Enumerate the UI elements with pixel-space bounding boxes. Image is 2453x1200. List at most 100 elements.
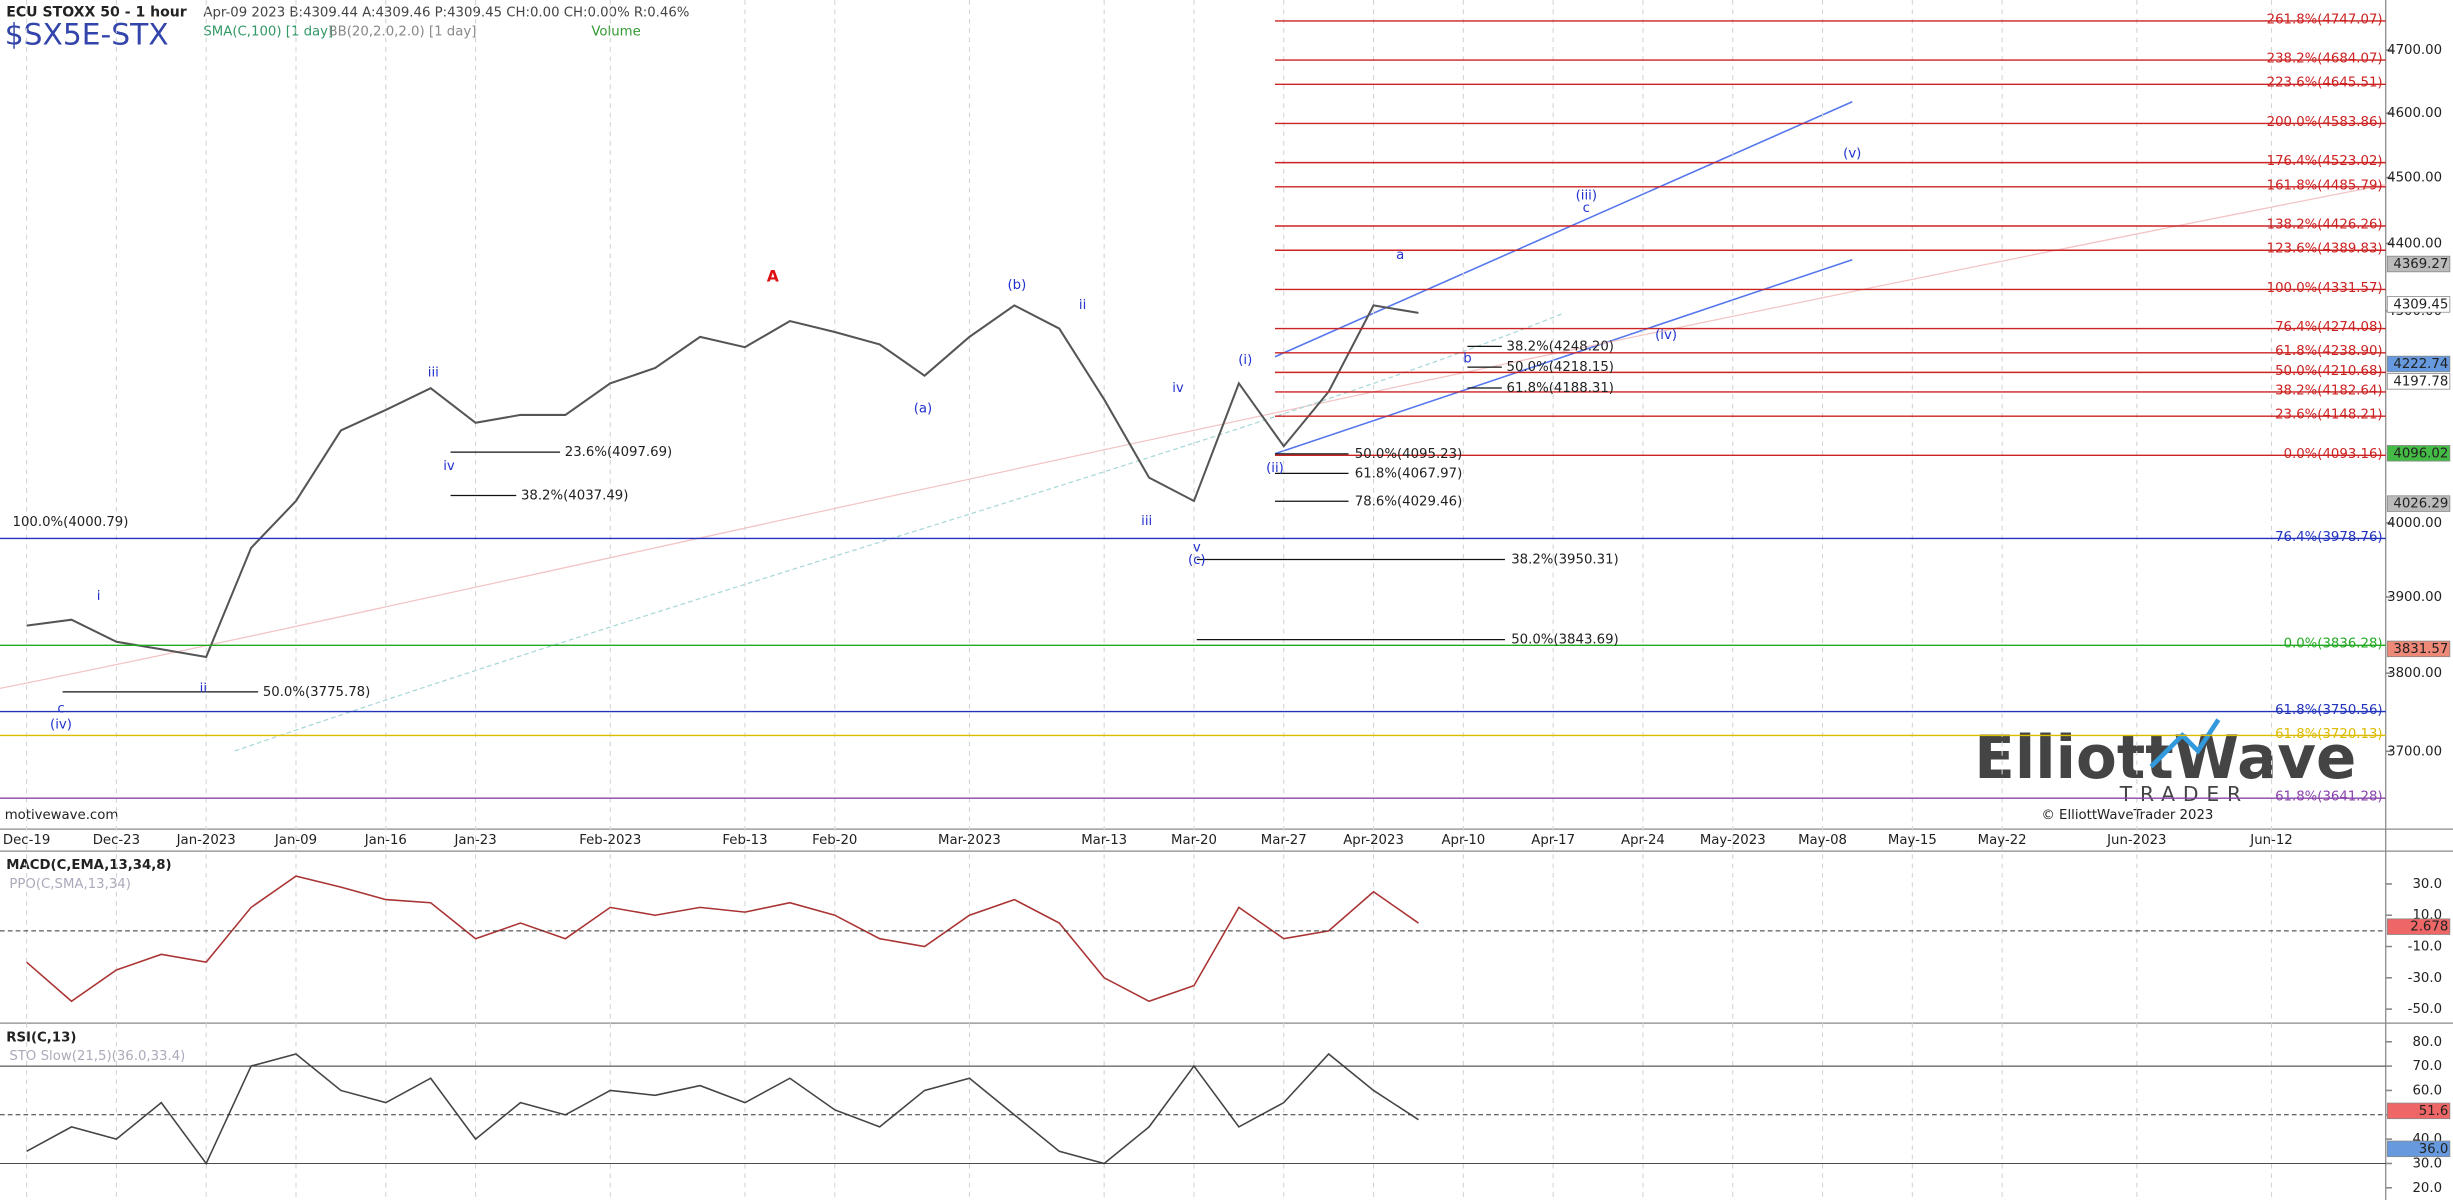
panel-title: RSI(C,13) <box>6 1030 76 1045</box>
x-tick-label: Mar-13 <box>1081 833 1127 848</box>
price-tag <box>2386 495 2451 512</box>
price-tag <box>2386 255 2451 273</box>
wave-label: (a) <box>914 401 933 416</box>
price-tag-label: 4309.45 <box>2393 297 2448 312</box>
x-tick-label: Jan-2023 <box>176 833 236 848</box>
wave-label: (iv) <box>50 717 72 732</box>
price-tag-label: 4369.27 <box>2393 257 2448 272</box>
y-tick-label: 30.0 <box>2412 877 2442 892</box>
fib-annotation-label: 50.0%(3843.69) <box>1511 633 1618 648</box>
y-tick-label: 4600.00 <box>2387 106 2442 121</box>
price-tag-label: 4197.78 <box>2393 374 2448 389</box>
fib-label: 138.2%(4426.26) <box>2267 217 2383 232</box>
x-tick-label: May-15 <box>1888 833 1937 848</box>
fib-label: 61.8%(3720.13) <box>2275 727 2382 742</box>
source: motivewave.com <box>5 808 119 823</box>
x-tick-label: Mar-2023 <box>938 833 1001 848</box>
y-tick-label: 20.0 <box>2412 1181 2442 1196</box>
fib-label: 38.2%(4182.64) <box>2275 383 2382 398</box>
wave-label: (b) <box>1007 278 1026 293</box>
indicator: Volume <box>591 24 640 39</box>
wave-label: (c) <box>1188 553 1206 568</box>
x-tick-label: May-08 <box>1798 833 1847 848</box>
x-tick-label: Apr-10 <box>1441 833 1485 848</box>
y-tick-label: 3800.00 <box>2387 666 2442 681</box>
fib-annotation-label: 61.8%(4188.31) <box>1507 381 1614 396</box>
x-tick-label: Jun-2023 <box>2106 833 2166 848</box>
x-tick-label: Apr-17 <box>1531 833 1575 848</box>
fib-annotation-label: 38.2%(4248.20) <box>1507 339 1614 354</box>
panel-title: MACD(C,EMA,13,34,8) <box>6 858 171 873</box>
chart-title: ECU STOXX 50 - 1 hour <box>6 5 187 21</box>
wave-label: iv <box>443 459 455 474</box>
price-tag <box>2386 640 2451 658</box>
trend-channel <box>1274 101 1853 358</box>
price-tag <box>2386 1140 2451 1158</box>
price-tag <box>2386 296 2451 313</box>
x-tick-label: Mar-20 <box>1171 833 1217 848</box>
fib-label: 223.6%(4645.51) <box>2267 76 2383 91</box>
price-tag <box>2386 1102 2451 1120</box>
wave-label: (i) <box>1238 353 1252 368</box>
fib-label: 238.2%(4684.07) <box>2267 52 2383 67</box>
sma-line <box>0 184 2386 690</box>
price-tag <box>2386 918 2451 935</box>
logo-tagline: TRADER <box>2119 782 2249 806</box>
fib-label: 100.0%(4331.57) <box>2267 281 2383 296</box>
fib-label: 76.4%(4274.08) <box>2275 320 2382 335</box>
x-tick-label: Apr-24 <box>1621 833 1665 848</box>
y-tick-label: 70.0 <box>2412 1059 2442 1074</box>
y-tick-label: 3900.00 <box>2387 590 2442 605</box>
x-tick-label: Apr-2023 <box>1343 833 1404 848</box>
fib-annotation-label: 50.0%(4095.23) <box>1355 447 1462 462</box>
wave-label: iii <box>428 365 439 380</box>
x-tick-label: Feb-20 <box>812 833 857 848</box>
x-tick-label: Feb-2023 <box>579 833 641 848</box>
wave-label: A <box>767 266 780 285</box>
fib-annotation-label: 38.2%(3950.31) <box>1511 552 1618 567</box>
wave-label: ii <box>1079 298 1086 313</box>
wave-label: i <box>97 589 101 604</box>
wave-label: (iv) <box>1655 328 1677 343</box>
x-tick-label: Jan-16 <box>364 833 407 848</box>
y-tick-label: 60.0 <box>2412 1083 2442 1098</box>
fib-label: 123.6%(4389.83) <box>2267 242 2383 257</box>
y-tick-label: -10.0 <box>2408 940 2442 955</box>
fib-label: 76.4%(3978.76) <box>2275 530 2382 545</box>
fib-label: 176.4%(4523.02) <box>2267 154 2383 169</box>
wave-label: (ii) <box>1266 461 1284 476</box>
wave-label: c <box>57 702 64 717</box>
fib-label: 261.8%(4747.07) <box>2267 12 2383 27</box>
fib-label: 23.6%(4148.21) <box>2275 408 2382 423</box>
wave-label: iv <box>1172 381 1184 396</box>
y-tick-label: -30.0 <box>2408 971 2442 986</box>
price-tag <box>2386 373 2451 390</box>
fib-annotation-label: 78.6%(4029.46) <box>1355 494 1462 509</box>
wave-label: iii <box>1141 514 1152 529</box>
price-tag-label: 4096.02 <box>2393 446 2448 461</box>
bollinger-band <box>234 312 1565 752</box>
price-line <box>26 304 1419 659</box>
y-tick-label: 3700.00 <box>2387 744 2442 759</box>
price-tag <box>2386 355 2451 373</box>
indicator-line <box>26 1052 1419 1166</box>
indicator: SMA(C,100) [1 day] <box>203 24 333 39</box>
x-tick-label: Jan-09 <box>274 833 317 848</box>
wave-label: (v) <box>1843 146 1861 161</box>
fib-label: 50.0%(4210.68) <box>2275 364 2382 379</box>
trend-channel <box>1274 258 1853 455</box>
x-tick-label: May-22 <box>1978 833 2027 848</box>
price-tag-label: 4222.74 <box>2393 357 2448 372</box>
panel-subtitle: PPO(C,SMA,13,34) <box>9 877 131 892</box>
fib-label: 61.8%(3641.28) <box>2275 790 2382 805</box>
x-tick-label: May-2023 <box>1700 833 1766 848</box>
copyright: © ElliottWaveTrader 2023 <box>2042 808 2214 823</box>
price-tag-label: 2.678 <box>2410 920 2448 935</box>
price-tag-label: 3831.57 <box>2393 642 2448 657</box>
y-tick-label: 4500.00 <box>2387 171 2442 186</box>
fib-annotation-label: 100.0%(4000.79) <box>13 515 129 530</box>
y-tick-label: 4000.00 <box>2387 516 2442 531</box>
x-tick-label: Dec-19 <box>3 833 50 848</box>
